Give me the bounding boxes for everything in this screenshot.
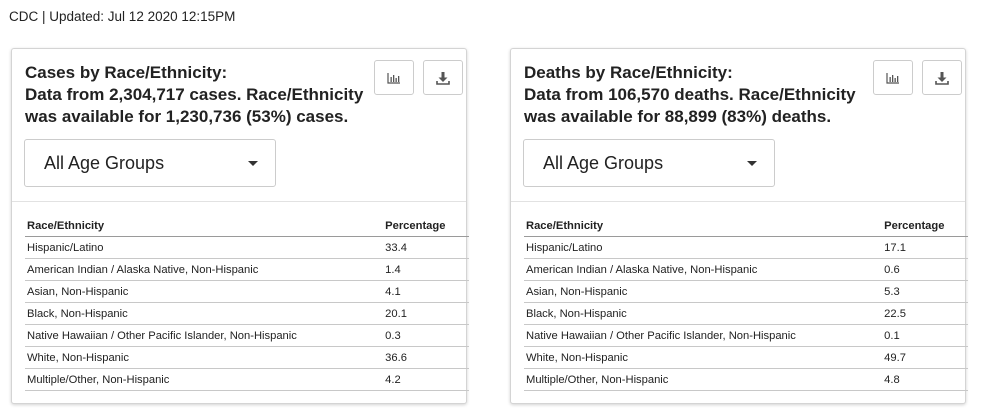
- deaths-card: Deaths by Race/Ethnicity: Data from 106,…: [510, 48, 968, 404]
- table-header-row: Race/Ethnicity Percentage: [524, 216, 968, 237]
- table-row: Asian, Non-Hispanic 4.1: [25, 280, 469, 303]
- percentage-cell: 5.3: [882, 280, 968, 303]
- percentage-cell: 0.6: [882, 258, 968, 281]
- column-header-percentage: Percentage: [882, 216, 968, 237]
- percentage-cell: 49.7: [882, 346, 968, 369]
- cases-card-title: Cases by Race/Ethnicity: Data from 2,304…: [25, 62, 370, 128]
- percentage-cell: 0.3: [383, 324, 469, 347]
- cases-card: Cases by Race/Ethnicity: Data from 2,304…: [11, 48, 469, 404]
- race-cell: Native Hawaiian / Other Pacific Islander…: [524, 324, 883, 347]
- download-icon: [935, 71, 949, 85]
- cases-age-group-select[interactable]: All Age Groups: [24, 139, 276, 187]
- percentage-cell: 36.6: [383, 346, 469, 369]
- percentage-cell: 4.1: [383, 280, 469, 303]
- race-cell: Multiple/Other, Non-Hispanic: [524, 368, 883, 391]
- cases-title-summary: Data from 2,304,717 cases. Race/Ethnicit…: [25, 85, 364, 126]
- deaths-download-button[interactable]: [922, 60, 962, 95]
- update-info: CDC | Updated: Jul 12 2020 12:15PM: [9, 9, 236, 24]
- table-row: Asian, Non-Hispanic 5.3: [524, 280, 968, 303]
- bar-chart-icon: [387, 72, 400, 84]
- race-cell: Multiple/Other, Non-Hispanic: [25, 368, 384, 391]
- percentage-cell: 22.5: [882, 302, 968, 325]
- column-header-race: Race/Ethnicity: [25, 216, 384, 237]
- table-row: Hispanic/Latino 17.1: [524, 236, 968, 259]
- table-row: White, Non-Hispanic 49.7: [524, 346, 968, 369]
- card-divider: [511, 201, 965, 202]
- deaths-chart-view-button[interactable]: [873, 60, 913, 95]
- table-row: Multiple/Other, Non-Hispanic 4.8: [524, 368, 968, 391]
- deaths-title-heading: Deaths by Race/Ethnicity:: [524, 63, 733, 82]
- table-header-row: Race/Ethnicity Percentage: [25, 216, 469, 237]
- cases-chart-view-button[interactable]: [374, 60, 414, 95]
- percentage-cell: 33.4: [383, 236, 469, 259]
- race-cell: Asian, Non-Hispanic: [524, 280, 883, 303]
- race-cell: Hispanic/Latino: [524, 236, 883, 259]
- race-cell: American Indian / Alaska Native, Non-His…: [524, 258, 883, 281]
- column-header-percentage: Percentage: [383, 216, 469, 237]
- deaths-age-group-value: All Age Groups: [543, 152, 664, 173]
- card-divider: [12, 201, 466, 202]
- table-row: Black, Non-Hispanic 22.5: [524, 302, 968, 325]
- deaths-title-summary: Data from 106,570 deaths. Race/Ethnicity…: [524, 85, 856, 126]
- percentage-cell: 17.1: [882, 236, 968, 259]
- percentage-cell: 4.2: [383, 368, 469, 391]
- race-cell: Black, Non-Hispanic: [25, 302, 384, 325]
- download-icon: [436, 71, 450, 85]
- table-row: White, Non-Hispanic 36.6: [25, 346, 469, 369]
- race-cell: Black, Non-Hispanic: [524, 302, 883, 325]
- table-row: American Indian / Alaska Native, Non-His…: [524, 258, 968, 281]
- deaths-table: Race/Ethnicity Percentage Hispanic/Latin…: [524, 216, 968, 391]
- deaths-age-group-select[interactable]: All Age Groups: [523, 139, 775, 187]
- cases-title-heading: Cases by Race/Ethnicity:: [25, 63, 228, 82]
- percentage-cell: 4.8: [882, 368, 968, 391]
- cases-age-group-value: All Age Groups: [44, 152, 165, 173]
- race-cell: Native Hawaiian / Other Pacific Islander…: [25, 324, 384, 347]
- table-row: Native Hawaiian / Other Pacific Islander…: [524, 324, 968, 347]
- cases-download-button[interactable]: [423, 60, 463, 95]
- percentage-cell: 1.4: [383, 258, 469, 281]
- percentage-cell: 20.1: [383, 302, 469, 325]
- chevron-down-icon: [248, 161, 258, 166]
- table-row: American Indian / Alaska Native, Non-His…: [25, 258, 469, 281]
- table-row: Hispanic/Latino 33.4: [25, 236, 469, 259]
- race-cell: Asian, Non-Hispanic: [25, 280, 384, 303]
- table-row: Native Hawaiian / Other Pacific Islander…: [25, 324, 469, 347]
- race-cell: American Indian / Alaska Native, Non-His…: [25, 258, 384, 281]
- race-cell: White, Non-Hispanic: [25, 346, 384, 369]
- bar-chart-icon: [886, 72, 899, 84]
- table-row: Multiple/Other, Non-Hispanic 4.2: [25, 368, 469, 391]
- percentage-cell: 0.1: [882, 324, 968, 347]
- deaths-card-title: Deaths by Race/Ethnicity: Data from 106,…: [524, 62, 869, 128]
- cases-table: Race/Ethnicity Percentage Hispanic/Latin…: [25, 216, 469, 391]
- race-cell: White, Non-Hispanic: [524, 346, 883, 369]
- chevron-down-icon: [747, 161, 757, 166]
- table-row: Black, Non-Hispanic 20.1: [25, 302, 469, 325]
- column-header-race: Race/Ethnicity: [524, 216, 883, 237]
- race-cell: Hispanic/Latino: [25, 236, 384, 259]
